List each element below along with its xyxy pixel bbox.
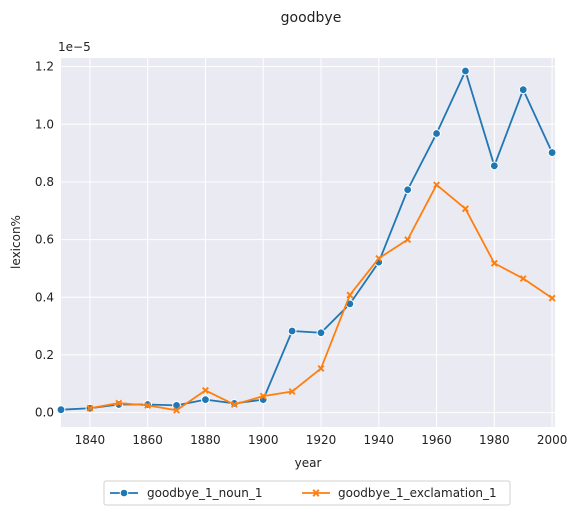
data-point-cross-b bbox=[346, 291, 354, 299]
data-point-goodbye-1-exclamation-1 bbox=[201, 386, 209, 394]
data-point-goodbye-1-noun-1 bbox=[489, 161, 499, 171]
data-point-cross-b bbox=[201, 386, 209, 394]
data-point-goodbye-1-noun-1 bbox=[287, 326, 297, 336]
data-point-goodbye-1-exclamation-1 bbox=[375, 254, 383, 262]
data-point-cross-b bbox=[317, 365, 325, 372]
x-tick-label: 1860 bbox=[132, 433, 163, 447]
data-point-goodbye-1-exclamation-1 bbox=[288, 388, 296, 396]
data-point-goodbye-1-exclamation-1 bbox=[461, 205, 469, 213]
data-point-cross-b bbox=[433, 181, 441, 189]
data-point-cross-b bbox=[461, 205, 469, 213]
data-point-cross-b bbox=[548, 294, 556, 302]
legend-item-exclamation: goodbye_1_exclamation_1 bbox=[302, 486, 497, 500]
x-tick-label: 1900 bbox=[248, 433, 279, 447]
legend-label-noun: goodbye_1_noun_1 bbox=[147, 486, 262, 500]
data-point-cross-b bbox=[173, 406, 181, 414]
x-tick-label: 1960 bbox=[421, 433, 452, 447]
x-axis-ticks: 1840 1860 1880 1900 1920 1940 1960 1980 2000 bbox=[75, 433, 568, 447]
data-point-goodbye-1-exclamation-1 bbox=[144, 401, 152, 409]
y-tick-label: 0.0 bbox=[35, 406, 54, 420]
data-point-goodbye-1-noun-1 bbox=[461, 66, 470, 76]
data-point-goodbye-1-noun-1 bbox=[432, 129, 441, 138]
data-point-goodbye-1-exclamation-1 bbox=[173, 406, 181, 414]
data-point-cross-b bbox=[404, 236, 412, 244]
data-point-goodbye-1-exclamation-1 bbox=[230, 401, 238, 408]
data-point-goodbye-1-noun-1 bbox=[56, 405, 66, 415]
data-point-cross-b bbox=[375, 254, 383, 262]
legend-label-exclamation: goodbye_1_exclamation_1 bbox=[338, 486, 497, 500]
legend-marker-noun bbox=[119, 488, 129, 498]
data-point-goodbye-1-exclamation-1 bbox=[404, 236, 412, 244]
data-point-goodbye-1-exclamation-1 bbox=[115, 399, 123, 407]
data-point-cross-b bbox=[86, 404, 94, 412]
y-axis-label: lexicon% bbox=[9, 215, 23, 269]
chart-title: goodbye bbox=[281, 10, 342, 26]
series-layer bbox=[56, 66, 557, 415]
data-point-goodbye-1-exclamation-1 bbox=[548, 294, 556, 302]
y-tick-label: 0.4 bbox=[35, 290, 54, 304]
legend-marker-exclamation-cross bbox=[312, 489, 320, 497]
grid-lines bbox=[61, 58, 555, 427]
data-point-cross-b bbox=[144, 401, 152, 409]
data-point-cross-b bbox=[230, 401, 238, 408]
data-point-cross-b bbox=[259, 392, 267, 400]
y-tick-label: 1.2 bbox=[35, 60, 54, 74]
data-point-goodbye-1-noun-1 bbox=[403, 185, 413, 195]
x-tick-label: 2000 bbox=[537, 433, 568, 447]
y-scale-factor-label: 1e−5 bbox=[58, 40, 91, 54]
data-point-goodbye-1-exclamation-1 bbox=[433, 181, 441, 189]
y-tick-label: 0.8 bbox=[35, 175, 54, 189]
data-point-goodbye-1-exclamation-1 bbox=[86, 404, 94, 412]
data-point-cross-b bbox=[115, 399, 123, 407]
x-tick-label: 1840 bbox=[75, 433, 106, 447]
data-point-cross-b bbox=[490, 259, 498, 267]
y-tick-label: 0.2 bbox=[35, 348, 54, 362]
data-point-goodbye-1-exclamation-1 bbox=[346, 291, 354, 299]
data-point-goodbye-1-exclamation-1 bbox=[317, 365, 325, 372]
data-point-goodbye-1-exclamation-1 bbox=[259, 392, 267, 400]
series-goodbye-1-exclamation-1 bbox=[86, 181, 556, 414]
data-point-cross-b bbox=[519, 275, 527, 283]
legend-item-noun: goodbye_1_noun_1 bbox=[110, 486, 262, 500]
plot-background bbox=[61, 58, 555, 427]
legend: goodbye_1_noun_1 goodbye_1_exclamation_1 bbox=[103, 480, 511, 506]
data-point-goodbye-1-exclamation-1 bbox=[519, 275, 527, 283]
data-point-goodbye-1-noun-1 bbox=[547, 148, 557, 157]
y-tick-label: 0.6 bbox=[35, 233, 54, 247]
x-tick-label: 1940 bbox=[364, 433, 395, 447]
data-point-goodbye-1-noun-1 bbox=[201, 395, 210, 405]
y-axis-ticks: 0.0 0.2 0.4 0.6 0.8 1.0 1.2 bbox=[35, 60, 54, 420]
data-point-goodbye-1-noun-1 bbox=[518, 85, 528, 95]
data-point-goodbye-1-noun-1 bbox=[316, 328, 326, 338]
data-point-cross-b bbox=[288, 388, 296, 396]
x-tick-label: 1920 bbox=[306, 433, 337, 447]
x-tick-label: 1880 bbox=[190, 433, 221, 447]
x-tick-label: 1980 bbox=[479, 433, 510, 447]
data-point-goodbye-1-exclamation-1 bbox=[490, 259, 498, 267]
x-axis-label: year bbox=[295, 456, 322, 470]
y-tick-label: 1.0 bbox=[35, 117, 54, 131]
